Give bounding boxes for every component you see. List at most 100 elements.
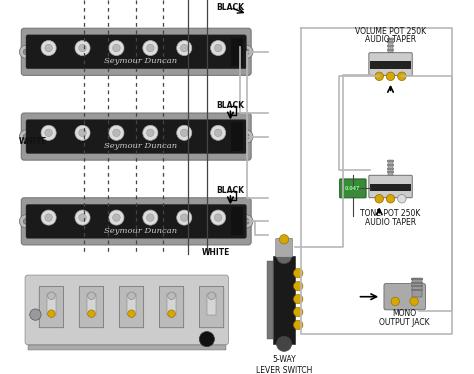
Text: VOLUME POT 250K: VOLUME POT 250K [355, 27, 426, 36]
Bar [28, 345, 226, 350]
Circle shape [293, 269, 303, 278]
Bar [411, 282, 422, 283]
Bar [231, 38, 243, 66]
Circle shape [391, 297, 400, 306]
Bar [387, 171, 394, 173]
Circle shape [398, 194, 406, 203]
Bar [387, 38, 394, 40]
Circle shape [45, 44, 53, 52]
FancyBboxPatch shape [79, 286, 104, 328]
Bar [231, 207, 243, 236]
Circle shape [109, 210, 124, 225]
Circle shape [181, 129, 188, 137]
Circle shape [41, 40, 56, 56]
Circle shape [293, 307, 303, 317]
Circle shape [181, 214, 188, 221]
Circle shape [244, 49, 249, 55]
Circle shape [375, 194, 383, 203]
Circle shape [88, 310, 95, 318]
Circle shape [128, 292, 135, 300]
Circle shape [109, 40, 124, 56]
Circle shape [75, 210, 90, 225]
Bar [387, 164, 394, 166]
Circle shape [19, 45, 33, 58]
Bar [370, 61, 411, 69]
FancyBboxPatch shape [369, 53, 412, 75]
Text: BLACK: BLACK [216, 101, 244, 110]
Bar [388, 160, 393, 177]
Circle shape [143, 210, 158, 225]
Bar [387, 49, 394, 51]
Circle shape [210, 40, 226, 56]
FancyBboxPatch shape [25, 275, 228, 345]
Bar [47, 294, 56, 315]
Bar [411, 289, 422, 291]
Bar [370, 184, 411, 191]
Circle shape [109, 125, 124, 140]
Circle shape [79, 44, 86, 52]
FancyBboxPatch shape [21, 28, 251, 75]
Circle shape [240, 215, 253, 228]
Circle shape [279, 234, 289, 244]
Circle shape [386, 194, 395, 203]
FancyBboxPatch shape [384, 283, 425, 310]
Bar [411, 285, 422, 287]
Circle shape [48, 310, 55, 318]
Circle shape [23, 218, 29, 224]
Text: Seymour Duncan: Seymour Duncan [104, 142, 177, 150]
Circle shape [293, 281, 303, 291]
Bar [231, 122, 243, 151]
Text: Seymour Duncan: Seymour Duncan [104, 57, 177, 65]
Circle shape [113, 214, 120, 221]
FancyBboxPatch shape [21, 198, 251, 245]
Text: WHITE: WHITE [202, 248, 230, 257]
Circle shape [79, 214, 86, 221]
Circle shape [143, 40, 158, 56]
Bar [387, 168, 394, 169]
Circle shape [41, 210, 56, 225]
Circle shape [200, 332, 214, 347]
Circle shape [181, 44, 188, 52]
Circle shape [214, 214, 222, 221]
Bar [87, 294, 96, 315]
Text: 0.047: 0.047 [345, 186, 361, 191]
Circle shape [75, 125, 90, 140]
Text: AUDIO TAPER: AUDIO TAPER [365, 35, 416, 44]
Bar [387, 160, 394, 162]
Circle shape [386, 72, 395, 80]
Circle shape [293, 320, 303, 330]
Circle shape [168, 310, 175, 318]
Circle shape [177, 40, 192, 56]
FancyBboxPatch shape [26, 120, 246, 154]
Circle shape [210, 125, 226, 140]
Bar [412, 278, 421, 297]
Text: WHITE: WHITE [18, 137, 47, 146]
FancyBboxPatch shape [369, 175, 412, 198]
Circle shape [88, 292, 95, 300]
FancyBboxPatch shape [340, 179, 366, 198]
Circle shape [45, 129, 53, 137]
Circle shape [398, 72, 406, 80]
FancyBboxPatch shape [26, 35, 246, 69]
Text: AUDIO TAPER: AUDIO TAPER [365, 218, 416, 227]
Circle shape [146, 44, 154, 52]
Bar [127, 294, 136, 315]
Text: OUTPUT JACK: OUTPUT JACK [379, 318, 430, 327]
FancyBboxPatch shape [39, 286, 64, 328]
Circle shape [48, 292, 55, 300]
Bar [207, 294, 216, 315]
FancyBboxPatch shape [200, 286, 224, 328]
Circle shape [113, 129, 120, 137]
Bar [387, 42, 394, 43]
FancyBboxPatch shape [159, 286, 184, 328]
Circle shape [240, 45, 253, 58]
FancyBboxPatch shape [26, 205, 246, 238]
Circle shape [143, 125, 158, 140]
Circle shape [293, 294, 303, 304]
Text: BLACK: BLACK [216, 3, 244, 12]
Circle shape [146, 214, 154, 221]
Circle shape [244, 134, 249, 140]
Text: BLACK: BLACK [216, 186, 244, 195]
Bar [388, 38, 393, 55]
Circle shape [41, 125, 56, 140]
